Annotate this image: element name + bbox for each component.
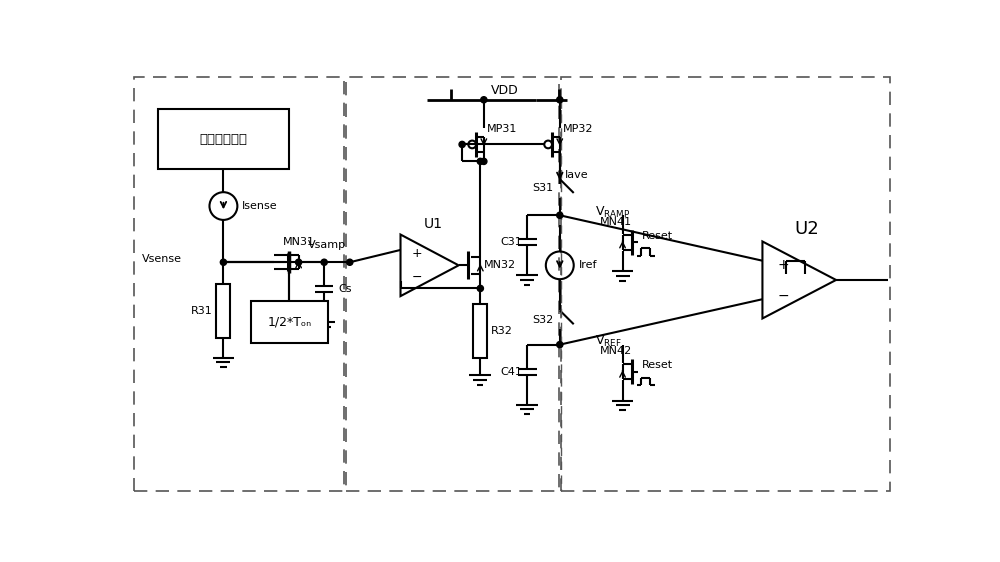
- Text: 1/2*Tₒₙ: 1/2*Tₒₙ: [267, 315, 311, 328]
- Text: MP32: MP32: [563, 124, 593, 134]
- Circle shape: [220, 259, 227, 265]
- Text: −: −: [412, 271, 422, 284]
- Bar: [561, 76, 890, 491]
- Circle shape: [557, 97, 563, 103]
- Text: U1: U1: [424, 217, 443, 230]
- Circle shape: [477, 158, 483, 165]
- Text: 高侧电流检测: 高侧电流检测: [199, 133, 247, 146]
- Text: MP31: MP31: [487, 124, 517, 134]
- Text: VDD: VDD: [491, 84, 519, 97]
- Text: Vsense: Vsense: [142, 254, 182, 264]
- Text: Vsamp: Vsamp: [308, 240, 346, 250]
- Bar: [251, 301, 328, 343]
- Circle shape: [321, 259, 327, 265]
- Text: −: −: [777, 288, 789, 302]
- Bar: [158, 109, 289, 169]
- Text: V$_{\rm RAMP}$: V$_{\rm RAMP}$: [595, 205, 630, 220]
- Text: V$_{\rm REF}$: V$_{\rm REF}$: [595, 334, 621, 349]
- Circle shape: [296, 259, 302, 265]
- Circle shape: [557, 342, 563, 348]
- Circle shape: [481, 158, 487, 165]
- Text: MN42: MN42: [600, 346, 632, 356]
- Text: +: +: [777, 257, 789, 271]
- Bar: [134, 76, 344, 491]
- Circle shape: [347, 259, 353, 265]
- Bar: [473, 304, 487, 358]
- Bar: [346, 76, 559, 491]
- Text: U2: U2: [795, 220, 819, 238]
- Text: +: +: [411, 247, 422, 260]
- Circle shape: [459, 142, 465, 147]
- Text: MN31: MN31: [283, 237, 315, 247]
- Text: S31: S31: [532, 183, 554, 193]
- Circle shape: [481, 97, 487, 103]
- Circle shape: [477, 285, 483, 292]
- Circle shape: [557, 212, 563, 219]
- Text: Cs: Cs: [338, 284, 352, 294]
- Text: R31: R31: [191, 306, 213, 316]
- Text: C31: C31: [501, 237, 523, 247]
- Text: MN41: MN41: [600, 217, 632, 227]
- Text: Isense: Isense: [242, 201, 278, 211]
- Text: R32: R32: [491, 326, 513, 336]
- Text: Reset: Reset: [642, 231, 673, 241]
- Text: Iref: Iref: [578, 260, 597, 270]
- Text: Reset: Reset: [642, 360, 673, 370]
- Bar: [216, 284, 230, 338]
- Text: C41: C41: [501, 366, 523, 377]
- Text: MN32: MN32: [483, 260, 516, 270]
- Text: Iave: Iave: [564, 170, 588, 180]
- Text: S32: S32: [532, 315, 554, 325]
